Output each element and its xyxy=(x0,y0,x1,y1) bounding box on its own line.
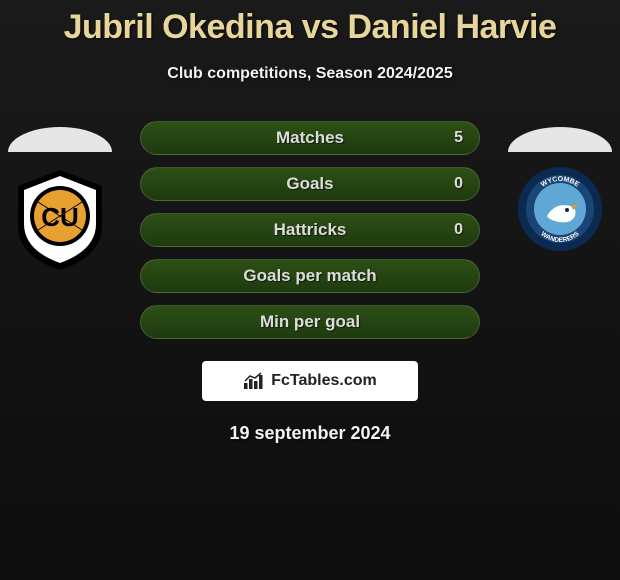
stat-label: Matches xyxy=(276,128,344,148)
page-title: Jubril Okedina vs Daniel Harvie xyxy=(0,0,620,47)
stat-label: Min per goal xyxy=(260,312,360,332)
stats-list: Matches 5 Goals 0 Hattricks 0 Goals per … xyxy=(140,121,480,339)
player-silhouette-right xyxy=(508,127,612,152)
stat-row-goals-per-match: Goals per match xyxy=(140,259,480,293)
stat-label: Hattricks xyxy=(274,220,347,240)
stat-value: 5 xyxy=(454,129,463,147)
comparison-area: CU WYCOMBE WANDERERS xyxy=(0,121,620,444)
bar-chart-icon xyxy=(243,372,265,390)
date-label: 19 september 2024 xyxy=(0,423,620,444)
brand-label: FcTables.com xyxy=(271,372,377,390)
club-left-short: CU xyxy=(41,202,79,232)
stat-row-goals: Goals 0 xyxy=(140,167,480,201)
player-right: WYCOMBE WANDERERS xyxy=(500,127,620,257)
stat-row-matches: Matches 5 xyxy=(140,121,480,155)
cambridge-united-logo-icon: CU xyxy=(10,166,110,274)
stat-row-hattricks: Hattricks 0 xyxy=(140,213,480,247)
stat-row-min-per-goal: Min per goal xyxy=(140,305,480,339)
brand-box[interactable]: FcTables.com xyxy=(202,361,418,401)
stat-label: Goals per match xyxy=(243,266,376,286)
wycombe-wanderers-logo-icon: WYCOMBE WANDERERS xyxy=(517,166,603,252)
stat-value: 0 xyxy=(454,175,463,193)
stat-label: Goals xyxy=(286,174,333,194)
club-logo-right: WYCOMBE WANDERERS xyxy=(517,166,603,257)
stat-value: 0 xyxy=(454,221,463,239)
club-logo-left: CU xyxy=(10,166,110,279)
player-silhouette-left xyxy=(8,127,112,152)
subtitle: Club competitions, Season 2024/2025 xyxy=(0,65,620,83)
player-left: CU xyxy=(0,127,120,279)
